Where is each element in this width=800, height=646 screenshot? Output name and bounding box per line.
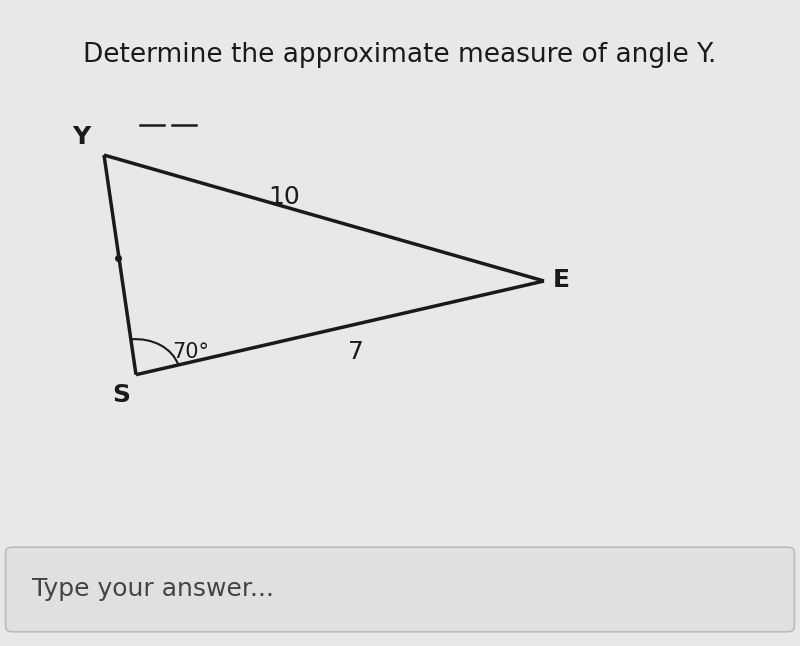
Text: S: S (113, 383, 130, 408)
Text: Y: Y (73, 125, 90, 149)
Text: E: E (553, 267, 570, 292)
Text: 70°: 70° (172, 342, 209, 362)
FancyBboxPatch shape (6, 547, 794, 632)
Text: Type your answer...: Type your answer... (32, 578, 274, 601)
Text: 7: 7 (348, 340, 364, 364)
Text: Determine the approximate measure of angle Y.: Determine the approximate measure of ang… (83, 42, 717, 68)
Text: 10: 10 (268, 185, 300, 209)
